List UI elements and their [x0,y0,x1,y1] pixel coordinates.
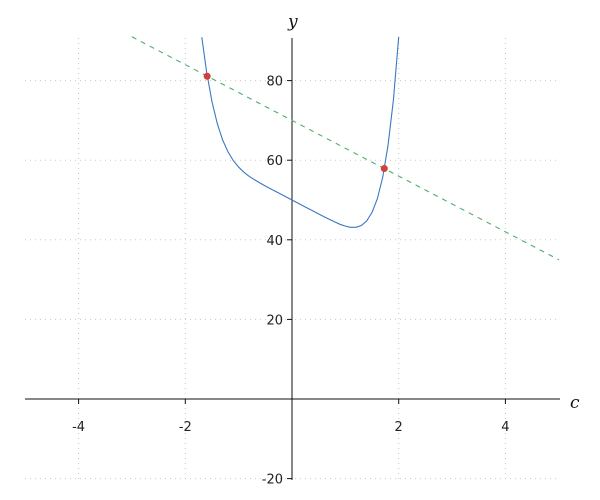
x-tick-label: 4 [501,420,509,435]
curve-series [201,36,400,228]
grid [25,38,560,480]
y-tick-label: 80 [266,75,283,90]
x-tick-label: 2 [395,420,403,435]
ticks: -4 -2 2 4 80 60 40 20 -20 [72,75,509,488]
y-tick-label: 40 [266,234,283,249]
y-tick-label: -20 [262,473,283,488]
y-tick-label: 60 [266,154,283,169]
y-tick-label: 20 [266,313,283,328]
x-tick-label: -4 [72,420,85,435]
intersection-points [203,72,388,173]
series [131,36,560,261]
x-axis-label: c [570,393,580,413]
axes: c y [25,12,580,480]
dashed-line-series [131,36,560,261]
y-axis-label: y [287,12,298,32]
x-tick-label: -2 [179,420,192,435]
intersection-point [203,72,211,80]
intersection-point [380,165,388,173]
